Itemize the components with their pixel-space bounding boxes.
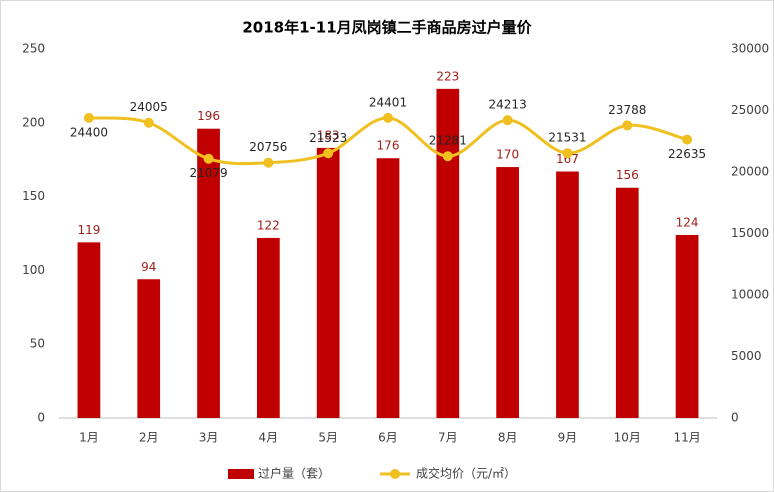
bar bbox=[197, 128, 220, 419]
line-label: 24005 bbox=[130, 100, 168, 114]
line-label: 24213 bbox=[489, 98, 527, 112]
y-tick-label: 250 bbox=[22, 42, 45, 56]
x-tick-label: 1月 bbox=[79, 431, 99, 445]
line-marker bbox=[562, 148, 573, 159]
bar-label: 156 bbox=[616, 168, 639, 182]
bar bbox=[256, 237, 280, 418]
chart-title: 2018年1-11月凤岗镇二手商品房过户量价 bbox=[242, 19, 532, 37]
y2-tick-label: 30000 bbox=[731, 42, 769, 56]
bar bbox=[496, 167, 520, 418]
bar-label: 170 bbox=[496, 148, 519, 162]
line-label: 24401 bbox=[369, 95, 407, 109]
x-tick-label: 2月 bbox=[139, 431, 159, 445]
bar bbox=[556, 171, 579, 418]
line-marker bbox=[622, 120, 633, 131]
bar bbox=[137, 279, 161, 418]
y-tick-label: 150 bbox=[22, 189, 45, 203]
legend-label: 过户量（套） bbox=[258, 466, 330, 481]
line-label: 21079 bbox=[189, 166, 227, 180]
line-marker bbox=[323, 148, 334, 159]
line-label: 21523 bbox=[309, 131, 347, 145]
x-tick-label: 11月 bbox=[673, 431, 700, 445]
line-label: 21281 bbox=[429, 134, 467, 148]
line-label: 23788 bbox=[608, 103, 646, 117]
bar-label: 183 bbox=[317, 128, 340, 142]
y2-tick-label: 0 bbox=[731, 411, 739, 425]
line-marker bbox=[203, 153, 214, 164]
bar bbox=[675, 234, 699, 418]
x-tick-label: 10月 bbox=[614, 431, 641, 445]
y2-tick-label: 10000 bbox=[731, 288, 769, 302]
x-tick-label: 5月 bbox=[318, 431, 338, 445]
bar bbox=[615, 187, 639, 418]
y2-tick-label: 15000 bbox=[731, 226, 769, 240]
bar bbox=[316, 147, 340, 418]
bar bbox=[77, 242, 101, 418]
y2-tick-label: 20000 bbox=[731, 165, 769, 179]
legend-swatch bbox=[228, 469, 254, 479]
y-tick-label: 0 bbox=[37, 411, 45, 425]
line-marker bbox=[263, 157, 274, 168]
line-marker bbox=[682, 134, 693, 145]
y-tick-label: 100 bbox=[22, 263, 45, 277]
line-marker bbox=[383, 112, 393, 123]
line-marker bbox=[143, 117, 154, 128]
x-tick-label: 8月 bbox=[498, 431, 518, 445]
bar-label: 124 bbox=[676, 215, 699, 229]
bar-label: 167 bbox=[556, 152, 579, 166]
bar bbox=[436, 88, 460, 419]
x-tick-label: 3月 bbox=[199, 431, 219, 445]
legend-label: 成交均价（元/㎡） bbox=[416, 466, 516, 481]
line-marker bbox=[502, 115, 513, 126]
y2-tick-label: 5000 bbox=[731, 349, 762, 363]
bar bbox=[376, 158, 400, 418]
line-marker bbox=[442, 151, 453, 162]
y2-tick-label: 25000 bbox=[731, 103, 769, 117]
x-tick-label: 4月 bbox=[259, 431, 279, 445]
bar-label: 122 bbox=[257, 218, 280, 232]
line-marker bbox=[83, 112, 94, 123]
bar-label: 119 bbox=[77, 223, 100, 237]
line-label: 24400 bbox=[70, 125, 108, 139]
x-tick-label: 7月 bbox=[438, 431, 458, 445]
bar-label: 196 bbox=[197, 109, 220, 123]
bar-label: 94 bbox=[141, 260, 156, 274]
bar-label: 176 bbox=[377, 139, 400, 153]
x-tick-label: 9月 bbox=[558, 431, 578, 445]
line-label: 22635 bbox=[668, 147, 706, 161]
line-label: 20756 bbox=[249, 140, 287, 154]
line-label: 21531 bbox=[548, 131, 586, 145]
bar-label: 223 bbox=[436, 69, 459, 83]
y-tick-label: 50 bbox=[30, 337, 45, 351]
y-tick-label: 200 bbox=[22, 115, 45, 129]
legend-swatch bbox=[390, 469, 400, 479]
x-tick-label: 6月 bbox=[378, 431, 398, 445]
